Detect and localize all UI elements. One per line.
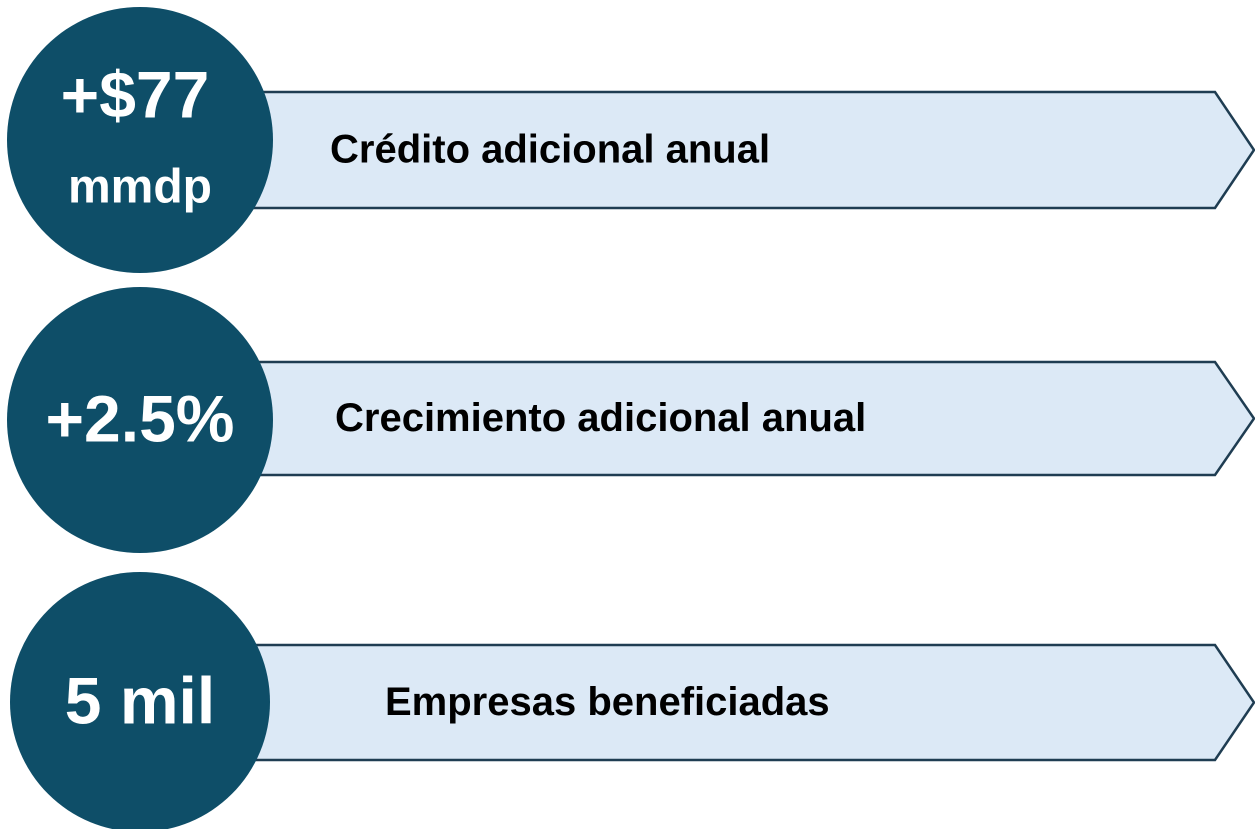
stat-row: +2.5% Crecimiento adicional anual xyxy=(7,287,1255,553)
stat-value: +2.5% xyxy=(46,381,235,455)
stat-label: Empresas beneficiadas xyxy=(385,680,830,724)
stat-circle xyxy=(7,7,273,273)
stat-label: Crecimiento adicional anual xyxy=(335,396,866,440)
stat-circle xyxy=(7,287,273,553)
stat-label: Crédito adicional anual xyxy=(330,128,770,172)
stat-value: 5 mil xyxy=(65,663,215,737)
stat-value: +$77 xyxy=(61,57,210,131)
stat-row: +$77 mmdp Crédito adicional anual xyxy=(7,7,1255,273)
stat-unit: mmdp xyxy=(68,161,212,214)
stat-circle xyxy=(10,572,270,829)
stat-row: 5 mil Empresas beneficiadas xyxy=(10,572,1255,829)
